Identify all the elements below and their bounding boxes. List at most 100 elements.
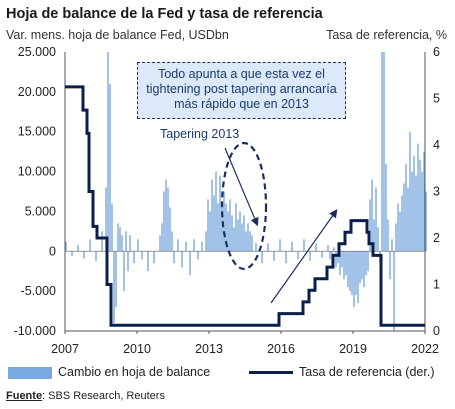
legend-line: Tasa de referencia (der.) [249,365,435,379]
balance-bar [83,251,85,259]
balance-bar [137,239,139,252]
bars-layer [65,52,427,331]
balance-bar [77,244,79,252]
x-tick-label: 2007 [51,342,79,356]
y-left-tick-label: 0 [49,244,56,258]
balance-bar [279,239,281,252]
balance-bar [425,191,427,252]
y-right-tick-label: 5 [433,92,440,106]
balance-bar [399,211,401,252]
balance-bar [213,195,215,252]
balance-bar [309,251,311,261]
balance-bar [417,143,419,252]
y-left-tick-label: 15.000 [18,125,56,139]
tick-labels-layer: -10.000 -5.000 0 5.000 10.000 15.000 20.000 25.… [14,45,440,356]
y-left-tick-label: -10.000 [14,324,56,338]
balance-bar [111,203,113,252]
balance-bar [239,211,241,252]
balance-bar [375,187,377,252]
balance-bar [193,239,195,252]
balance-bar [329,251,331,260]
y-left-tick-label: -5.000 [21,284,56,298]
balance-bar [227,211,229,252]
balance-bar [153,251,155,264]
annotation-line: más rápido que en 2013 [174,97,309,111]
balance-bar [245,231,247,252]
balance-bar [237,219,239,252]
balance-bar [351,251,353,296]
balance-bar [353,251,355,308]
y-right-tick-label: 1 [433,278,440,292]
balance-bar [185,241,187,252]
balance-bar [391,239,393,252]
balance-bar [297,251,299,260]
balance-bar [261,251,263,264]
balance-bar [373,219,375,252]
balance-bar [95,251,97,261]
balance-bar [357,251,359,304]
balance-bar [159,235,161,252]
balance-bar [381,52,383,252]
source-label: Fuente [6,390,43,402]
balance-bar [65,241,67,252]
legend-bars: Cambio en hoja de balance [8,365,210,379]
y-left-tick-label: 20.000 [18,85,56,99]
balance-bar [197,251,199,260]
balance-bar [229,199,231,252]
balance-bar [171,231,173,252]
balance-bar [419,159,421,252]
balance-bar [385,163,387,252]
balance-bar [205,231,207,252]
tapering-label: Tapering 2013 [160,127,240,141]
balance-bar [119,227,121,252]
balance-bar [367,251,369,272]
tightening-arrow [270,209,338,304]
balance-bar [371,179,373,252]
balance-bar [117,223,119,252]
balance-bar [315,243,317,252]
balance-bar [163,191,165,252]
balance-bar [133,251,135,264]
balance-bar [337,251,339,264]
balance-bar [173,251,175,264]
balance-bar [333,247,335,252]
balance-bar [345,251,347,276]
balance-bar [267,243,269,252]
balance-bar [123,251,125,292]
balance-bar [361,251,363,280]
balance-bar [101,231,103,252]
balance-bar [201,241,203,252]
balance-bar [169,207,171,252]
balance-bar [409,131,411,252]
balance-bar [177,239,179,252]
balance-bar [211,179,213,252]
y-left-tick-label: 5.000 [25,204,56,218]
balance-bar [365,251,367,276]
balance-bar [243,215,245,252]
balance-bar [413,155,415,252]
balance-bar [421,171,423,252]
balance-bar [285,251,287,264]
balance-bar [303,239,305,252]
x-tick-label: 2010 [123,342,151,356]
balance-bar [235,203,237,252]
y-left-tick-label: 10.000 [18,165,56,179]
balance-bar [343,251,345,280]
balance-bar [219,175,221,252]
balance-bar [347,251,349,288]
balance-bar [217,203,219,252]
balance-bar [105,187,107,252]
balance-bar [165,179,167,252]
y-right-tick-label: 2 [433,231,440,245]
chart-title: Hoja de balance de la Fed y tasa de refe… [6,6,323,22]
legend-line-swatch [249,371,293,375]
balance-bar [189,251,191,276]
balance-bar [393,251,395,331]
balance-bar [369,199,371,252]
balance-bar [247,223,249,252]
balance-bar [407,187,409,252]
rate-line [65,85,425,327]
balance-bar [215,171,217,252]
balance-bar [141,251,143,260]
balance-bar [377,227,379,252]
